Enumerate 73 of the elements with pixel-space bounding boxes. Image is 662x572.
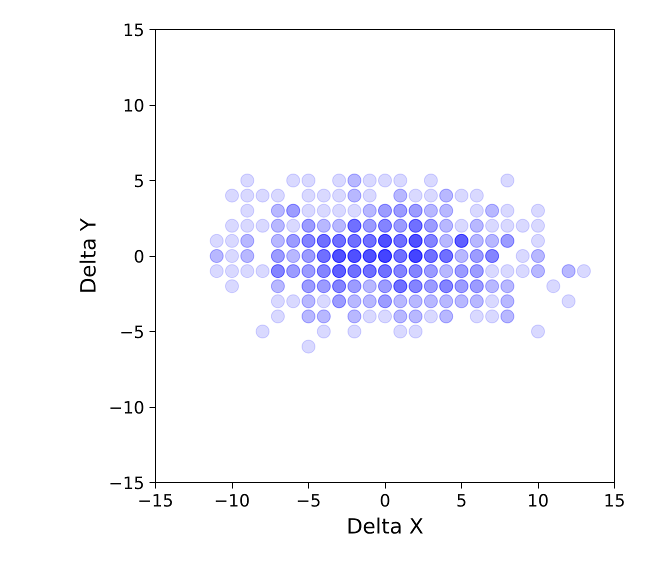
point	[470, 188, 484, 203]
x-tick-label: 15	[604, 492, 626, 512]
point	[270, 309, 285, 324]
point	[286, 294, 300, 308]
point	[424, 309, 438, 324]
point	[332, 174, 346, 188]
point	[531, 218, 545, 233]
y-axis-title: Delta Y	[76, 218, 101, 294]
point	[240, 174, 254, 188]
point	[454, 218, 468, 233]
y-tick-label: −10	[108, 398, 145, 418]
x-tick-label: −10	[214, 492, 250, 512]
point	[225, 279, 239, 294]
point	[362, 188, 377, 203]
point	[393, 174, 408, 188]
point	[408, 324, 423, 338]
point	[240, 218, 254, 233]
point	[225, 218, 239, 233]
point	[393, 324, 408, 338]
point	[302, 340, 316, 354]
point	[424, 188, 438, 203]
y-tick-label: 15	[122, 21, 145, 41]
y-tick-label: −5	[119, 323, 144, 343]
point	[240, 204, 254, 218]
point	[500, 204, 514, 218]
point	[256, 218, 270, 233]
point	[470, 309, 484, 324]
point	[256, 324, 270, 338]
point	[546, 279, 560, 294]
point	[256, 188, 270, 203]
point	[332, 204, 346, 218]
point	[500, 218, 514, 233]
point	[286, 174, 300, 188]
x-tick-label: 0	[380, 492, 390, 512]
x-tick-label: 5	[456, 492, 467, 512]
point	[240, 188, 254, 203]
x-axis-title: Delta X	[346, 514, 424, 538]
point	[378, 309, 392, 324]
point	[485, 218, 500, 233]
point	[531, 324, 545, 338]
point	[562, 294, 576, 308]
x-tick-label: −5	[296, 492, 322, 512]
point	[424, 174, 438, 188]
point	[516, 218, 530, 233]
point	[362, 174, 377, 188]
point	[408, 188, 423, 203]
y-tick-label: 0	[134, 248, 145, 268]
x-tick-label: 10	[527, 492, 549, 512]
point	[302, 204, 316, 218]
point	[485, 294, 500, 308]
point	[316, 204, 331, 218]
point	[316, 188, 331, 203]
point	[470, 204, 484, 218]
y-tick-label: −15	[108, 474, 145, 494]
point	[500, 174, 514, 188]
point	[347, 324, 362, 338]
point	[362, 309, 377, 324]
point	[270, 294, 285, 308]
y-tick-label: 5	[134, 172, 145, 192]
point	[485, 309, 500, 324]
point	[302, 174, 316, 188]
point	[454, 188, 468, 203]
point	[316, 294, 331, 308]
point	[270, 188, 285, 203]
point	[302, 188, 316, 203]
point	[286, 218, 300, 233]
point	[347, 204, 362, 218]
point	[332, 188, 346, 203]
point	[378, 174, 392, 188]
point	[316, 324, 331, 338]
point	[225, 188, 239, 203]
point	[531, 204, 545, 218]
y-tick-label: 10	[122, 96, 145, 116]
